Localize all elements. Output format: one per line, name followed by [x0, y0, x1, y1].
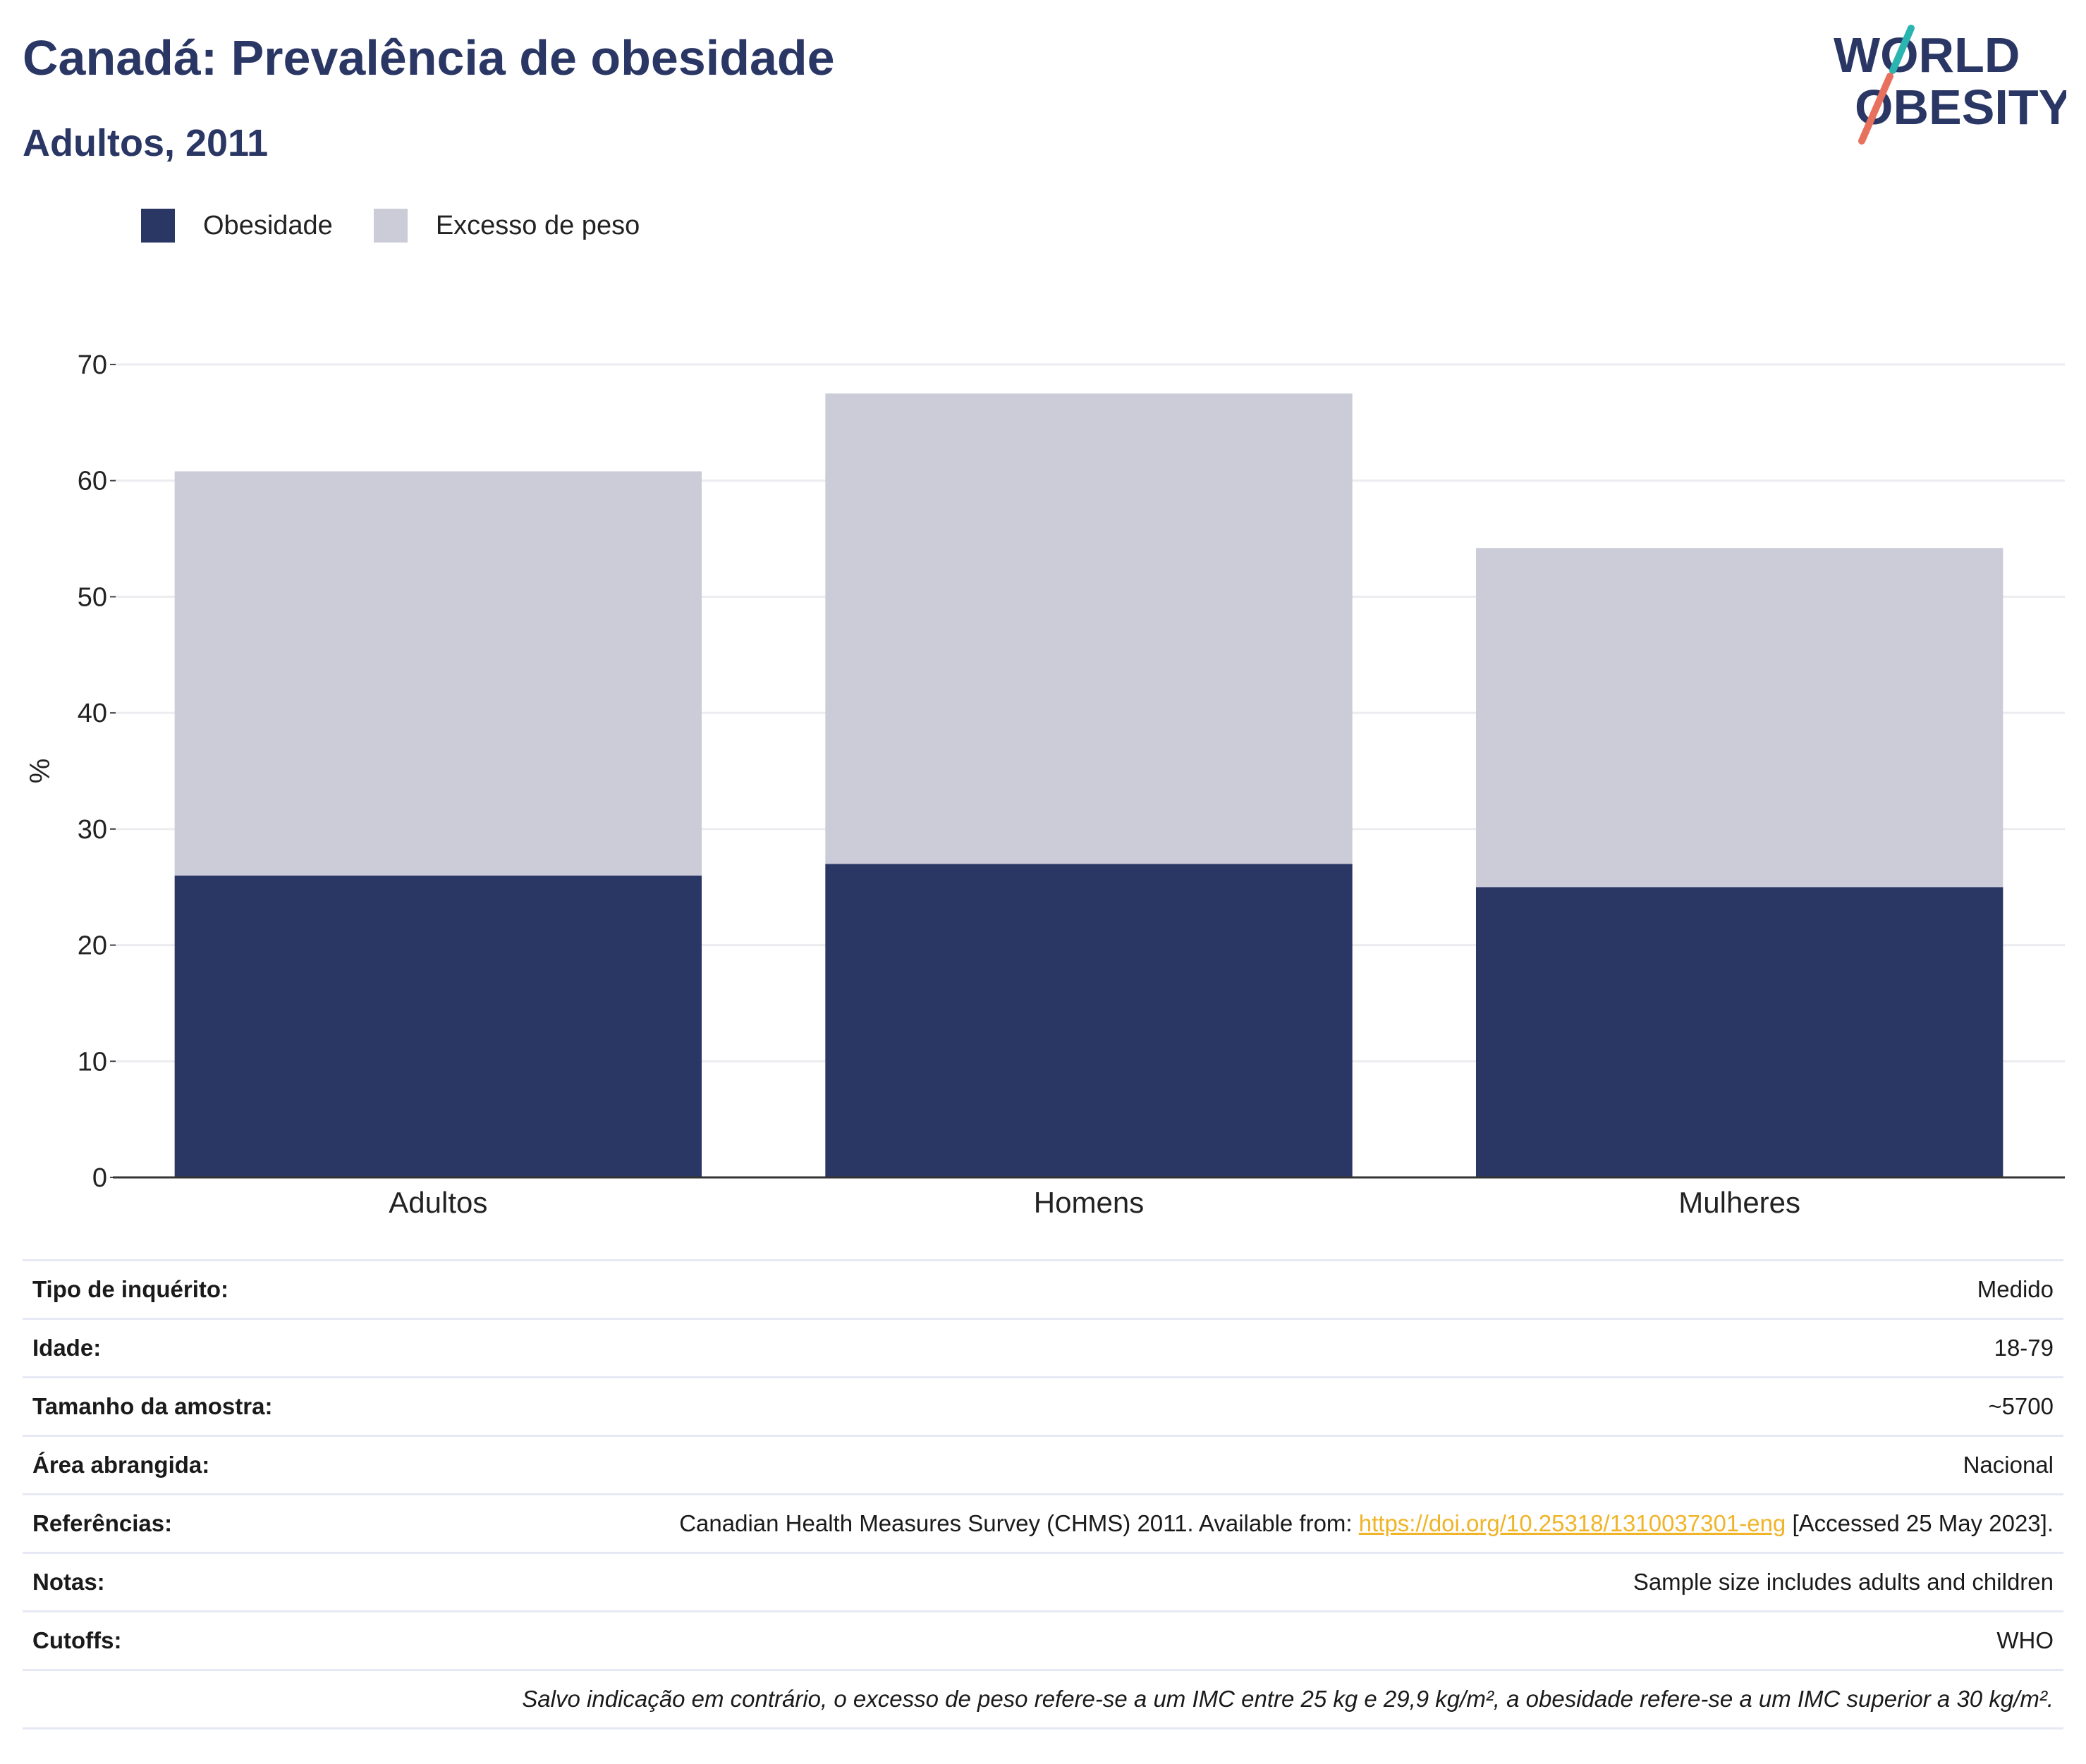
info-value-area: Nacional [437, 1435, 2063, 1495]
info-row-cutoffs: Cutoffs: WHO [23, 1610, 2063, 1670]
info-label-age: Idade: [23, 1318, 437, 1378]
bar-obesidade [825, 864, 1353, 1177]
stacked-bar-chart: 0 10 20 30 40 50 60 70% Adultos Homens Mulheres [25, 350, 2065, 1219]
info-label-notes: Notas: [23, 1552, 437, 1612]
survey-info-table: Tipo de inquérito: Medido Idade: 18-79 T… [23, 1259, 2063, 1729]
bar-excesso-de-peso [825, 393, 1353, 864]
info-value-cutoffs: WHO [437, 1610, 2063, 1670]
y-tick-label: 30 [78, 815, 107, 845]
legend-item-obesidade[interactable]: Obesidade [141, 209, 333, 243]
legend-label-excesso-de-peso: Excesso de peso [435, 210, 640, 240]
world-obesity-logo: WORLD OBESITY [1834, 25, 2066, 145]
info-value-sample-size: ~5700 [437, 1376, 2063, 1436]
x-tick-label: Mulheres [1678, 1186, 1800, 1219]
chart-subtitle: Adultos, 2011 [23, 122, 269, 164]
info-label-references: Referências: [23, 1493, 437, 1553]
reference-accessed: [Accessed 25 May 2023]. [1786, 1510, 2054, 1536]
legend-swatch-obesidade [141, 209, 175, 243]
info-row-survey-type: Tipo de inquérito: Medido [23, 1259, 2063, 1319]
info-row-area: Área abrangida: Nacional [23, 1435, 2063, 1495]
reference-link[interactable]: https://doi.org/10.25318/1310037301-eng [1358, 1510, 1786, 1536]
legend-swatch-excesso-de-peso [373, 209, 408, 243]
y-tick-label: 20 [78, 931, 107, 961]
svg-text:WORLD: WORLD [1834, 27, 2020, 82]
legend: Obesidade Excesso de peso [141, 209, 681, 243]
y-tick-label: 70 [78, 350, 107, 380]
legend-label-obesidade: Obesidade [203, 210, 333, 240]
info-row-age: Idade: 18-79 [23, 1318, 2063, 1378]
info-label-survey-type: Tipo de inquérito: [23, 1259, 437, 1319]
legend-item-excesso-de-peso[interactable]: Excesso de peso [373, 209, 640, 243]
y-tick-label: 40 [78, 699, 107, 728]
reference-text: Canadian Health Measures Survey (CHMS) 2… [679, 1510, 1359, 1536]
info-row-sample-size: Tamanho da amostra: ~5700 [23, 1376, 2063, 1436]
info-row-footnote: Salvo indicação em contrário, o excesso … [23, 1669, 2063, 1729]
bar-excesso-de-peso [1475, 548, 2003, 888]
bar-obesidade [1475, 887, 2003, 1177]
x-tick-label: Adultos [389, 1186, 487, 1219]
info-label-sample-size: Tamanho da amostra: [23, 1376, 437, 1436]
y-tick-label: 0 [92, 1163, 107, 1193]
x-tick-label: Homens [1034, 1186, 1144, 1219]
y-axis-label: % [25, 759, 56, 784]
info-label-cutoffs: Cutoffs: [23, 1610, 437, 1670]
info-row-references: Referências: Canadian Health Measures Su… [23, 1493, 2063, 1553]
bar-obesidade [174, 875, 702, 1177]
info-value-references: Canadian Health Measures Survey (CHMS) 2… [437, 1493, 2063, 1553]
y-tick-label: 50 [78, 582, 107, 612]
y-tick-label: 10 [78, 1047, 107, 1077]
y-tick-label: 60 [78, 467, 107, 496]
chart-title: Canadá: Prevalência de obesidade [23, 30, 835, 85]
info-value-age: 18-79 [437, 1318, 2063, 1378]
bar-excesso-de-peso [174, 471, 702, 876]
info-value-survey-type: Medido [437, 1259, 2063, 1319]
svg-text:OBESITY: OBESITY [1855, 80, 2066, 135]
info-row-notes: Notas: Sample size includes adults and c… [23, 1552, 2063, 1612]
footnote: Salvo indicação em contrário, o excesso … [23, 1669, 2063, 1729]
info-value-notes: Sample size includes adults and children [437, 1552, 2063, 1612]
info-label-area: Área abrangida: [23, 1435, 437, 1495]
